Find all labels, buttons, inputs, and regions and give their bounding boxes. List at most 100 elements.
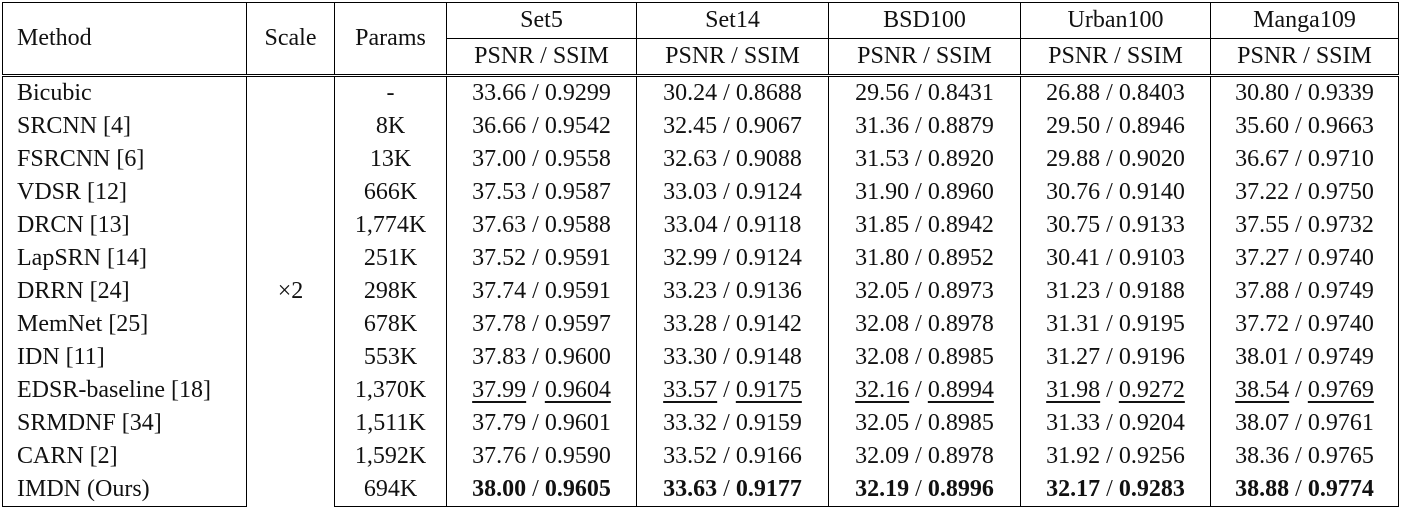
value-separator: / [723,476,730,502]
ssim-value: 0.8994 [927,377,994,403]
params-cell: 251K [334,242,447,275]
table-row: EDSR-baseline [18] 1,370K 37.99/0.9604 33.5… [2,374,1399,407]
result-cell-set5: 37.99/0.9604 [446,374,637,407]
value-separator: / [915,113,922,139]
psnr-value: 30.75 [1046,212,1101,238]
result-cell-set14: 33.03/0.9124 [636,176,829,209]
psnr-value: 32.99 [663,245,718,271]
value-separator: / [532,344,539,370]
value-separator: / [723,80,730,106]
result-cell-set14: 30.24/0.8688 [636,74,829,110]
result-cell-set5: 37.52/0.9591 [446,242,637,275]
psnr-value: 38.88 [1235,476,1290,502]
ssim-value: 0.9148 [735,344,802,370]
method-cell: LapSRN [14] [2,242,247,275]
ssim-value: 0.9103 [1118,245,1185,271]
value-separator: / [915,146,922,172]
psnr-value: 29.56 [855,80,910,106]
result-cell-urban100: 31.33/0.9204 [1020,407,1211,440]
result-cell-urban100: 31.92/0.9256 [1020,440,1211,473]
result-cell-bsd100: 31.90/0.8960 [828,176,1021,209]
psnr-value: 37.74 [472,278,527,304]
ssim-value: 0.9166 [735,443,802,469]
ssim-value: 0.8985 [927,410,994,436]
ssim-value: 0.9140 [1118,179,1185,205]
value-separator: / [1295,443,1302,469]
value-separator: / [1106,278,1113,304]
params-cell: 694K [334,473,447,507]
ssim-value: 0.9299 [544,80,611,106]
params-cell: 678K [334,308,447,341]
psnr-value: 33.03 [663,179,718,205]
psnr-value: 37.78 [472,311,527,337]
psnr-value: 31.23 [1046,278,1101,304]
ssim-value: 0.9591 [544,245,611,271]
value-separator: / [1295,80,1302,106]
ssim-value: 0.9283 [1118,476,1185,502]
table-row: IMDN (Ours) 694K 38.00/0.9605 33.63/0.9177 3… [2,473,1399,507]
value-separator: / [915,443,922,469]
result-cell-bsd100: 29.56/0.8431 [828,74,1021,110]
psnr-value: 36.67 [1235,146,1290,172]
result-cell-manga109: 35.60/0.9663 [1210,110,1399,143]
psnr-value: 32.05 [855,278,910,304]
result-cell-bsd100: 31.53/0.8920 [828,143,1021,176]
ssim-value: 0.9118 [736,212,802,238]
result-cell-set14: 33.23/0.9136 [636,275,829,308]
psnr-value: 37.22 [1235,179,1290,205]
value-separator: / [532,278,539,304]
value-separator: / [532,443,539,469]
psnr-value: 37.00 [472,146,527,172]
table-row: LapSRN [14] 251K 37.52/0.9591 32.99/0.9124 3… [2,242,1399,275]
psnr-value: 32.08 [855,311,910,337]
result-cell-manga109: 36.67/0.9710 [1210,143,1399,176]
params-cell: 666K [334,176,447,209]
value-separator: / [532,476,539,502]
result-cell-bsd100: 32.16/0.8994 [828,374,1021,407]
ssim-value: 0.9590 [544,443,611,469]
value-separator: / [532,146,539,172]
value-separator: / [1106,179,1113,205]
psnr-value: 33.66 [472,80,527,106]
method-cell: IDN [11] [2,341,247,374]
result-cell-urban100: 29.88/0.9020 [1020,143,1211,176]
params-column-header: Params [334,2,447,76]
value-separator: / [915,179,922,205]
psnr-value: 37.55 [1235,212,1290,238]
value-separator: / [1295,344,1302,370]
result-cell-set5: 37.79/0.9601 [446,407,637,440]
result-cell-bsd100: 31.85/0.8942 [828,209,1021,242]
ssim-value: 0.9591 [544,278,611,304]
ssim-value: 0.8920 [927,146,994,172]
table-row: IDN [11] 553K 37.83/0.9600 33.30/0.9148 32.0… [2,341,1399,374]
value-separator: / [915,245,922,271]
result-cell-set5: 36.66/0.9542 [446,110,637,143]
ssim-value: 0.9740 [1307,245,1374,271]
value-separator: / [915,311,922,337]
result-cell-bsd100: 32.08/0.8978 [828,308,1021,341]
value-separator: / [532,179,539,205]
psnr-value: 33.28 [663,311,718,337]
value-separator: / [532,377,539,403]
value-separator: / [915,278,922,304]
ssim-value: 0.9597 [544,311,611,337]
result-cell-manga109: 38.88/0.9774 [1210,473,1399,507]
result-cell-manga109: 30.80/0.9339 [1210,74,1399,110]
psnr-value: 33.52 [663,443,718,469]
ssim-value: 0.9542 [544,113,611,139]
result-cell-set14: 33.30/0.9148 [636,341,829,374]
ssim-value: 0.8985 [927,344,994,370]
params-cell: - [334,74,447,110]
psnr-value: 31.92 [1046,443,1101,469]
method-cell: MemNet [25] [2,308,247,341]
dataset-header-set14: Set14 [636,2,829,39]
value-separator: / [1295,311,1302,337]
psnr-value: 38.00 [472,476,527,502]
ssim-value: 0.9195 [1118,311,1185,337]
psnr-value: 32.09 [855,443,910,469]
result-cell-bsd100: 32.05/0.8985 [828,407,1021,440]
value-separator: / [1295,146,1302,172]
psnr-value: 32.63 [663,146,718,172]
psnr-value: 33.30 [663,344,718,370]
method-cell: DRRN [24] [2,275,247,308]
